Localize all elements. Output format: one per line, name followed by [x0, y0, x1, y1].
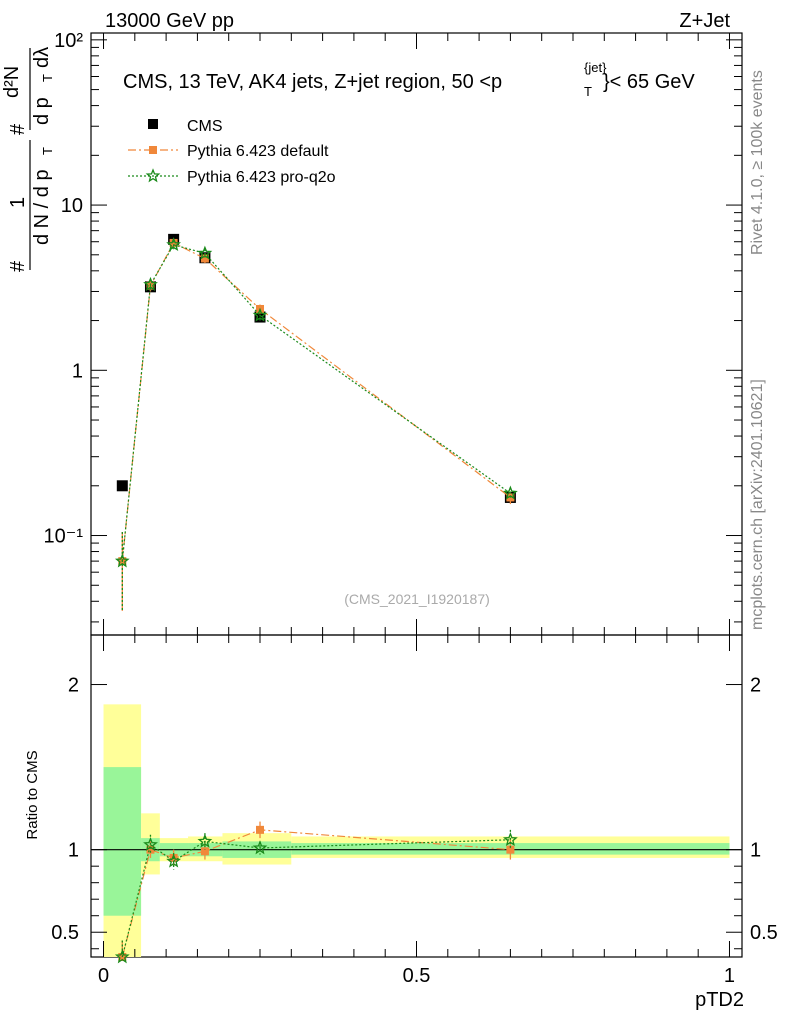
ratio-proq2o-point — [252, 840, 268, 855]
x-tick-label: 0 — [98, 965, 109, 987]
ratio-y-tick-label-left: 2 — [68, 675, 79, 697]
ratio-y-tick-label-right: 1 — [750, 840, 761, 862]
main-proq2o-point — [166, 237, 181, 252]
x-tick-label: 1 — [724, 965, 735, 987]
ratio-y-tick-label-left: 1 — [68, 840, 79, 862]
x-tick-label: 0.5 — [403, 965, 431, 987]
ylabel-hash2: # — [7, 123, 29, 135]
main-default-point — [200, 254, 209, 263]
ratio-proq2o-line — [121, 839, 511, 958]
ratio-proq2o-point — [197, 833, 213, 848]
ylabel-one: 1 — [7, 197, 29, 208]
ylabel-d2n: d²N — [1, 66, 23, 98]
main-cms-point — [254, 311, 266, 323]
ylabel-dpt: d p — [31, 97, 53, 125]
legend-proq2o-marker — [145, 168, 161, 183]
main-y-tick-label: 10 — [61, 195, 83, 217]
ratio-default-point — [506, 845, 515, 854]
main-proq2o-point — [143, 276, 158, 291]
title-sub: T — [584, 84, 592, 99]
ratio-band-inner — [103, 767, 142, 916]
chart-marks: 10⁻¹ 1 10 10² 0 0.5 1 0.5 0.5 1 1 2 2 — [44, 30, 778, 987]
main-proq2o-point — [252, 307, 268, 322]
mcplots-url-label: mcplots.cern.ch [arXiv:2401.10621] — [749, 379, 766, 630]
legend: CMS Pythia 6.423 default Pythia 6.423 pr… — [128, 118, 336, 186]
x-axis-label: pTD2 — [695, 989, 744, 1011]
ratio-proq2o-point — [143, 836, 158, 852]
main-cms-point — [116, 480, 128, 492]
legend-cms-label: CMS — [187, 118, 223, 135]
energy-label: 13000 GeV pp — [105, 10, 234, 32]
title-end: }< 65 GeV — [603, 71, 695, 93]
rivet-version-label: Rivet 4.1.0, ≥ 100k events — [749, 70, 766, 255]
ylabel-dlambda: dλ — [31, 47, 53, 68]
ylabel-dpt-sub: T — [40, 74, 55, 82]
ratio-default-point — [256, 825, 265, 834]
main-y-tick-label: 10⁻¹ — [44, 526, 84, 548]
legend-cms-marker — [148, 119, 158, 129]
ratio-proq2o-point — [503, 831, 518, 847]
main-proq2o-line — [121, 244, 511, 562]
main-default-point — [169, 238, 178, 247]
main-proq2o-point — [503, 485, 518, 500]
ratio-y-tick-label-right: 2 — [750, 675, 761, 697]
main-proq2o-point — [114, 553, 130, 568]
ratio-default-point — [146, 845, 155, 854]
ratio-y-tick-label-right: 0.5 — [750, 922, 778, 944]
title-main: CMS, 13 TeV, AK4 jets, Z+jet region, 50 … — [123, 71, 502, 93]
ylabel-dn: d N / d p — [31, 169, 53, 245]
title-sup: {jet} — [584, 60, 607, 75]
main-proq2o-point — [197, 245, 213, 260]
main-default-line — [121, 242, 511, 562]
ratio-proq2o-point — [114, 949, 130, 964]
legend-default-marker — [149, 146, 157, 154]
plot-title: CMS, 13 TeV, AK4 jets, Z+jet region, 50 … — [123, 60, 695, 99]
ratio-default-line — [121, 829, 511, 958]
main-y-tick-label: 1 — [72, 360, 83, 382]
main-y-axis-label: # 1 d N / d p T # d²N d p T dλ — [1, 47, 55, 272]
analysis-id: (CMS_2021_I1920187) — [344, 591, 490, 607]
ratio-plot-frame — [90, 634, 743, 958]
ratio-y-axis-label: Ratio to CMS — [24, 750, 41, 839]
ylabel-hash: # — [7, 260, 29, 272]
ratio-default-point — [200, 847, 209, 856]
ratio-y-tick-label-left: 0.5 — [51, 922, 79, 944]
legend-default-label: Pythia 6.423 default — [187, 143, 329, 160]
ylabel-dn-sub: T — [40, 147, 55, 155]
process-label: Z+Jet — [679, 10, 730, 32]
legend-proq2o-label: Pythia 6.423 pro-q2o — [187, 169, 336, 186]
ratio-proq2o-point — [166, 853, 181, 868]
main-y-tick-label: 10² — [54, 30, 83, 52]
